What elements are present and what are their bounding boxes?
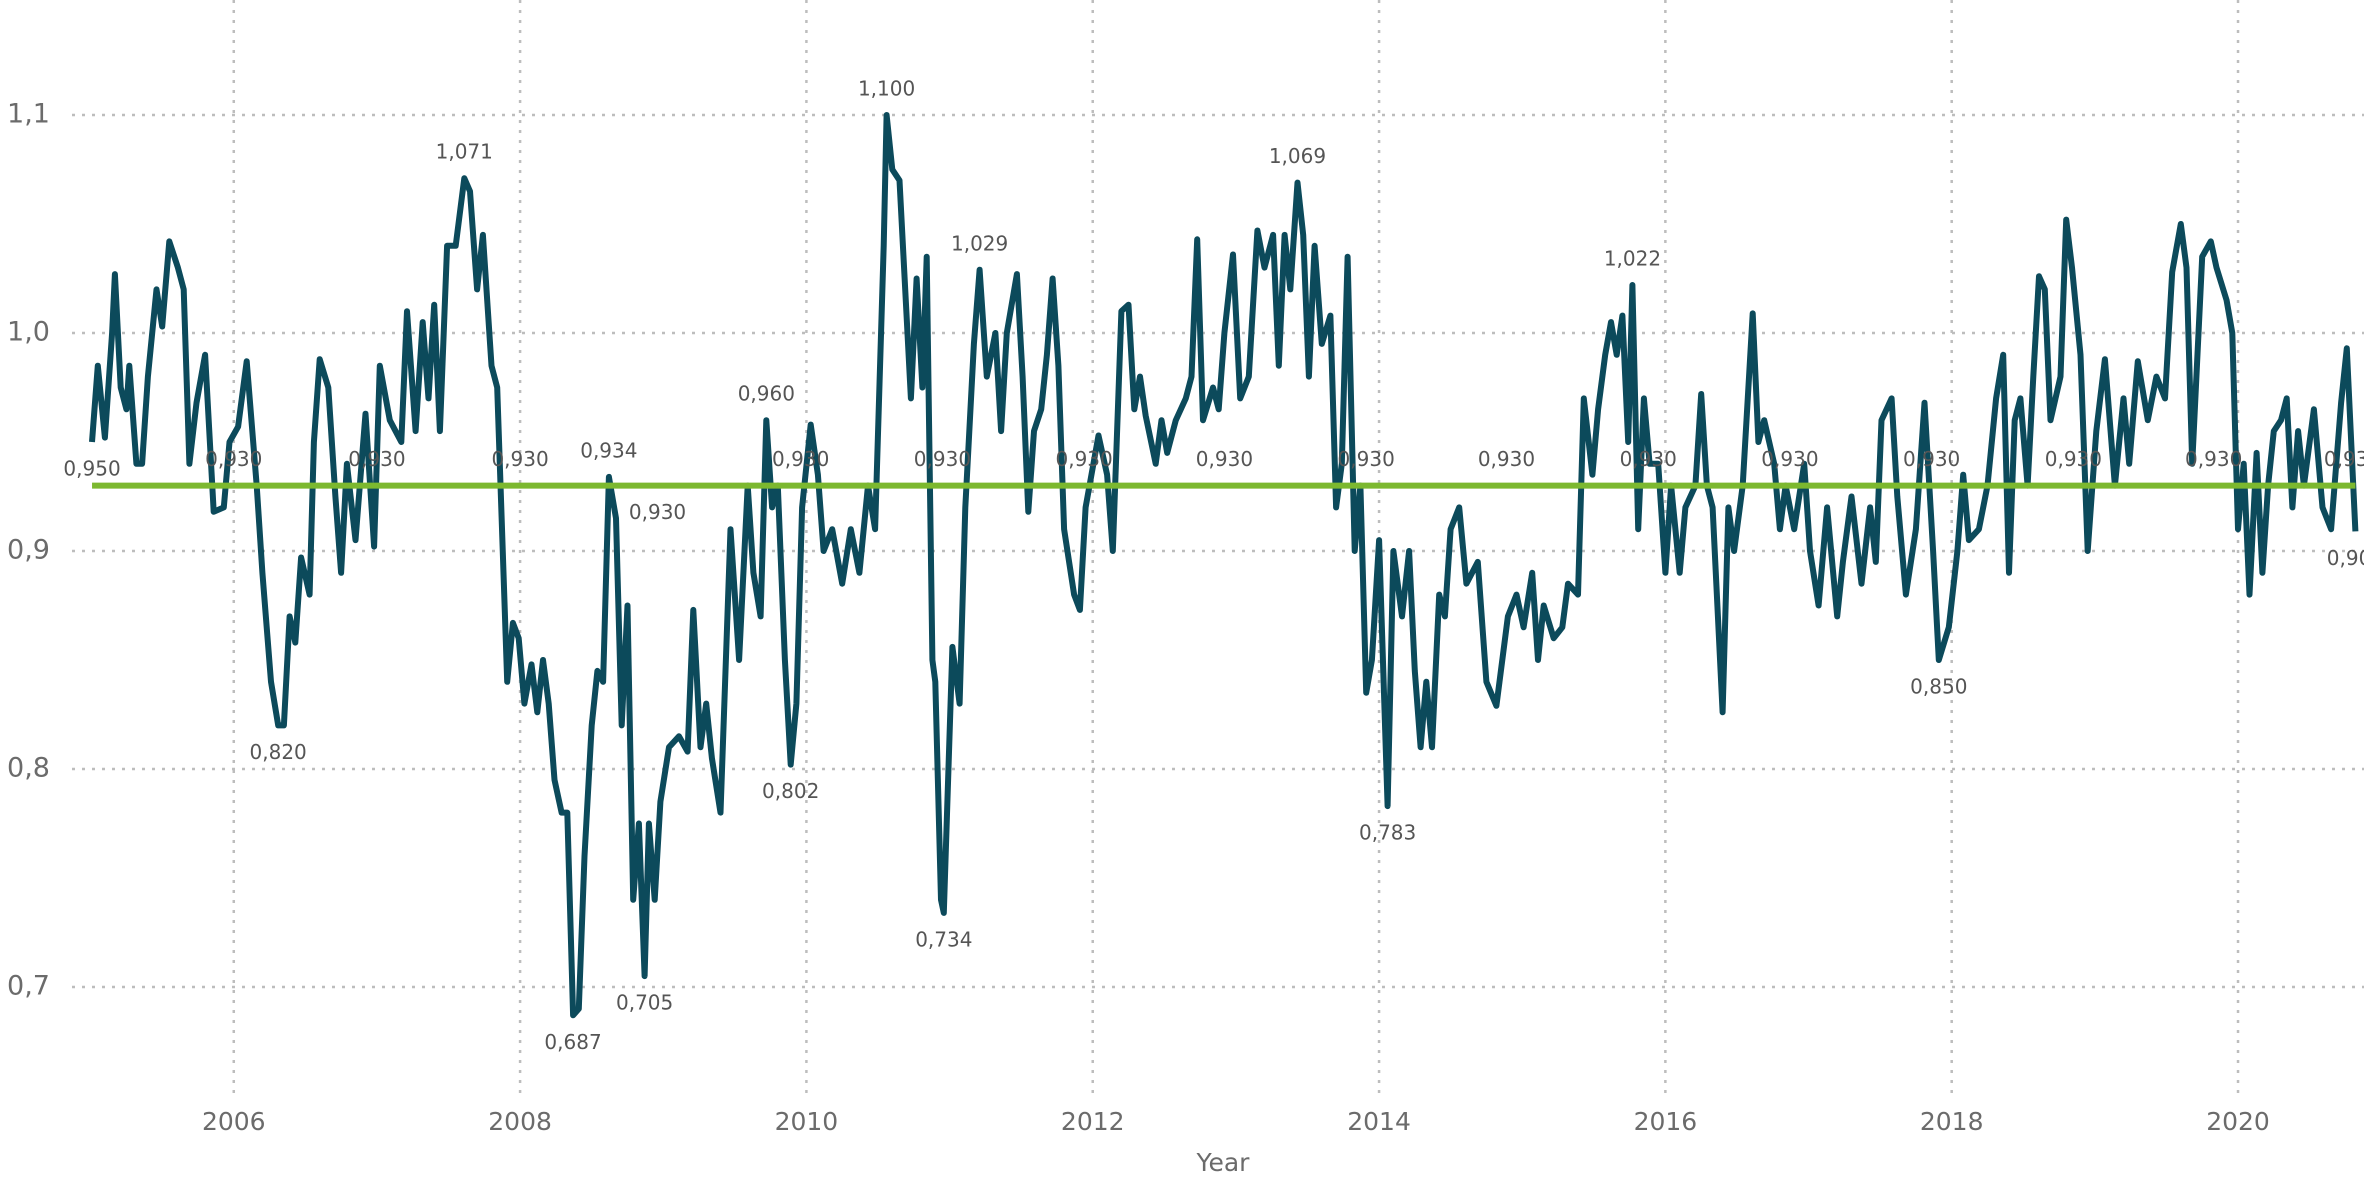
data-label: 0,930 xyxy=(1903,447,1960,471)
x-tick-label: 2006 xyxy=(202,1107,266,1136)
x-tick-label: 2018 xyxy=(1920,1107,1984,1136)
data-label: 0,930 xyxy=(2185,447,2242,471)
data-label: 0,930 xyxy=(491,447,548,471)
data-label: 0,960 xyxy=(738,382,795,406)
data-label: 0,783 xyxy=(1359,821,1416,845)
data-label: 0,930 xyxy=(1056,447,1113,471)
data-label: 0,930 xyxy=(2045,447,2102,471)
x-axis-title: Year xyxy=(1196,1148,1251,1177)
data-label: 1,071 xyxy=(436,140,493,164)
x-tick-label: 2014 xyxy=(1347,1107,1411,1136)
data-label: 1,100 xyxy=(858,77,915,101)
data-label: 0,930 xyxy=(772,447,829,471)
data-label: 1,022 xyxy=(1604,247,1661,271)
x-tick-label: 2016 xyxy=(1634,1107,1698,1136)
x-tick-label: 2012 xyxy=(1061,1107,1125,1136)
y-tick-label: 0,7 xyxy=(7,971,50,1002)
data-label: 0,934 xyxy=(580,438,637,462)
data-label: 0,930 xyxy=(1761,447,1818,471)
data-label: 0,930 xyxy=(1196,447,1253,471)
y-tick-label: 0,9 xyxy=(7,535,50,566)
data-label: 0,734 xyxy=(915,927,972,951)
data-label: 0,930 xyxy=(1338,447,1395,471)
data-label: 1,069 xyxy=(1269,144,1326,168)
plot xyxy=(89,112,2359,1019)
data-label: 0,850 xyxy=(1910,675,1967,699)
data-label: 1,029 xyxy=(951,231,1008,255)
data-label: 0,950 xyxy=(63,457,120,481)
data-label: 0,802 xyxy=(762,779,819,803)
labels: 0,7 0,8 0,9 1,0 1,1 2006 2008 2010 2012 2014 2016 2… xyxy=(7,77,2364,1137)
data-label: 0,930 xyxy=(205,447,262,471)
data-label: 0,909 xyxy=(2327,546,2364,570)
data-label: 0,930 xyxy=(629,500,686,524)
x-tick-label: 2010 xyxy=(775,1107,839,1136)
data-label: 0,930 xyxy=(2324,447,2364,471)
data-line xyxy=(89,112,2359,1019)
data-label: 0,930 xyxy=(1478,447,1535,471)
data-label: 0,930 xyxy=(348,447,405,471)
y-tick-label: 1,0 xyxy=(7,317,50,348)
data-label: 0,930 xyxy=(1620,447,1677,471)
data-label: 0,687 xyxy=(544,1030,601,1054)
data-label: 0,820 xyxy=(250,740,307,764)
x-tick-label: 2008 xyxy=(488,1107,552,1136)
y-tick-label: 1,1 xyxy=(7,99,50,130)
data-label: 0,705 xyxy=(616,991,673,1015)
data-label: 0,930 xyxy=(914,447,971,471)
x-tick-label: 2020 xyxy=(2206,1107,2270,1136)
grid xyxy=(72,0,2364,1100)
y-tick-label: 0,8 xyxy=(7,753,50,784)
